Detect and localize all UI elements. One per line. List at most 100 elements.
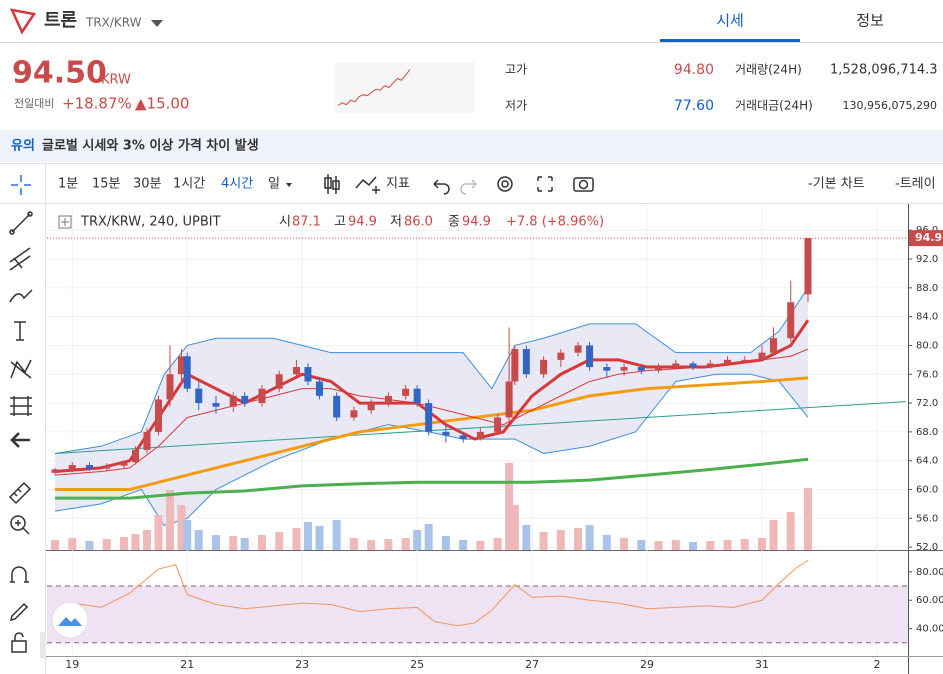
volume-bar	[585, 525, 594, 550]
candle-body	[425, 403, 433, 432]
candle-body	[770, 338, 778, 353]
undo[interactable]	[433, 179, 450, 195]
candle-body	[494, 417, 502, 432]
rsi-band	[47, 586, 908, 643]
candle-icon[interactable]	[324, 174, 340, 194]
candle-body	[103, 465, 111, 469]
dropdown[interactable]	[151, 20, 163, 27]
volume-bar	[723, 540, 732, 550]
legend-change: +7.8 (+8.96%)	[506, 215, 604, 230]
volume-bar	[441, 536, 450, 550]
candle-body	[333, 395, 341, 418]
volume-bar	[706, 541, 715, 550]
volume-bar	[131, 534, 140, 550]
dropdown[interactable]	[286, 183, 292, 187]
volume-bar	[510, 505, 519, 550]
volume-bar	[315, 526, 324, 550]
volume-bar	[384, 539, 393, 550]
y-tick-label: 52.0	[916, 542, 938, 553]
indicator-icon[interactable]	[355, 176, 380, 194]
divider	[0, 203, 943, 204]
legend-label: 고	[334, 215, 346, 230]
volume-bar	[303, 522, 312, 550]
candle-body	[155, 399, 163, 432]
tools[interactable]	[8, 175, 33, 653]
stat-value: 94.80	[674, 62, 714, 78]
candle-body	[402, 388, 410, 396]
stat-label: 거래량(24H)	[735, 63, 802, 77]
redo[interactable]	[460, 179, 477, 195]
y-tick-label: 84.0	[916, 312, 938, 323]
volume-bar	[505, 463, 514, 550]
last-price-tag	[909, 230, 943, 247]
indicator[interactable]: 지표	[386, 177, 410, 192]
candle-body	[315, 381, 323, 396]
candle-body	[672, 363, 680, 368]
x-tick-label: 23	[295, 658, 309, 671]
volume-bar	[493, 538, 502, 550]
volume-bar	[240, 538, 249, 550]
screenshot[interactable]	[573, 177, 594, 192]
candle-body	[143, 431, 151, 450]
fullscreen[interactable]	[537, 176, 553, 192]
volume-bar	[654, 541, 663, 550]
candle-body	[540, 359, 548, 375]
settings[interactable]	[497, 176, 513, 192]
candle-body	[655, 367, 663, 371]
logo	[9, 8, 37, 35]
indicator-line	[55, 457, 809, 500]
candle-body	[758, 352, 766, 360]
tab[interactable]: 시세	[716, 12, 744, 30]
candle-body	[241, 395, 249, 404]
time-axis-line	[46, 656, 943, 657]
rsi-tick-label: 80.00	[916, 567, 943, 578]
legend-toggle[interactable]	[58, 215, 72, 229]
candle-body	[292, 367, 300, 375]
volume-bar	[166, 490, 174, 550]
trade[interactable]: -트레이	[895, 177, 936, 192]
price-axis-line	[908, 204, 909, 674]
logo-badge[interactable]	[51, 601, 89, 639]
y-tick-label: 88.0	[916, 283, 938, 294]
candle-body	[183, 356, 191, 389]
interval[interactable]: 15분	[92, 177, 121, 192]
interval[interactable]: 30분	[133, 177, 162, 192]
volume-bar	[556, 530, 565, 550]
volume-bar	[803, 488, 812, 550]
scroll-handle[interactable]	[40, 632, 46, 658]
x-tick-label: 19	[65, 658, 79, 671]
x-tick-label: 27	[525, 658, 539, 671]
interval[interactable]: 일	[268, 177, 280, 192]
change-amount: ▲15.00	[135, 95, 189, 113]
tab[interactable]: 정보	[856, 12, 884, 30]
volume-bar	[637, 540, 646, 550]
bollinger-upper	[54, 287, 809, 454]
logo-badge-icon	[58, 617, 82, 626]
candle-body	[195, 388, 203, 404]
candle-body	[120, 462, 128, 466]
volume-bar	[120, 537, 129, 550]
notice-bar	[0, 130, 943, 162]
divider	[0, 42, 943, 43]
x-tick-label: 21	[180, 658, 194, 671]
volume-bar	[424, 524, 433, 550]
interval[interactable]: 1분	[58, 177, 78, 192]
candle-body	[68, 465, 76, 470]
x-tick-label: 29	[640, 658, 654, 671]
legend-value: 94.9	[348, 215, 377, 230]
volume-bar	[602, 535, 611, 550]
stat-label: 거래대금(24H)	[735, 99, 813, 113]
interval[interactable]: 1시간	[173, 177, 205, 192]
indicator-line	[55, 376, 809, 491]
volume-bar	[177, 505, 186, 550]
candle-body	[522, 349, 530, 375]
candle-body	[603, 367, 611, 371]
legend-symbol: TRX/KRW, 240, UPBIT	[80, 215, 221, 230]
y-tick-label: 56.0	[916, 513, 938, 524]
volume-bar	[574, 528, 583, 550]
chart-type[interactable]: -기본 차트	[808, 177, 865, 192]
volume-bar	[229, 536, 238, 550]
candle-body	[574, 345, 582, 353]
stat-value: 130,956,075,290	[843, 99, 937, 112]
interval[interactable]: 4시간	[221, 177, 253, 192]
